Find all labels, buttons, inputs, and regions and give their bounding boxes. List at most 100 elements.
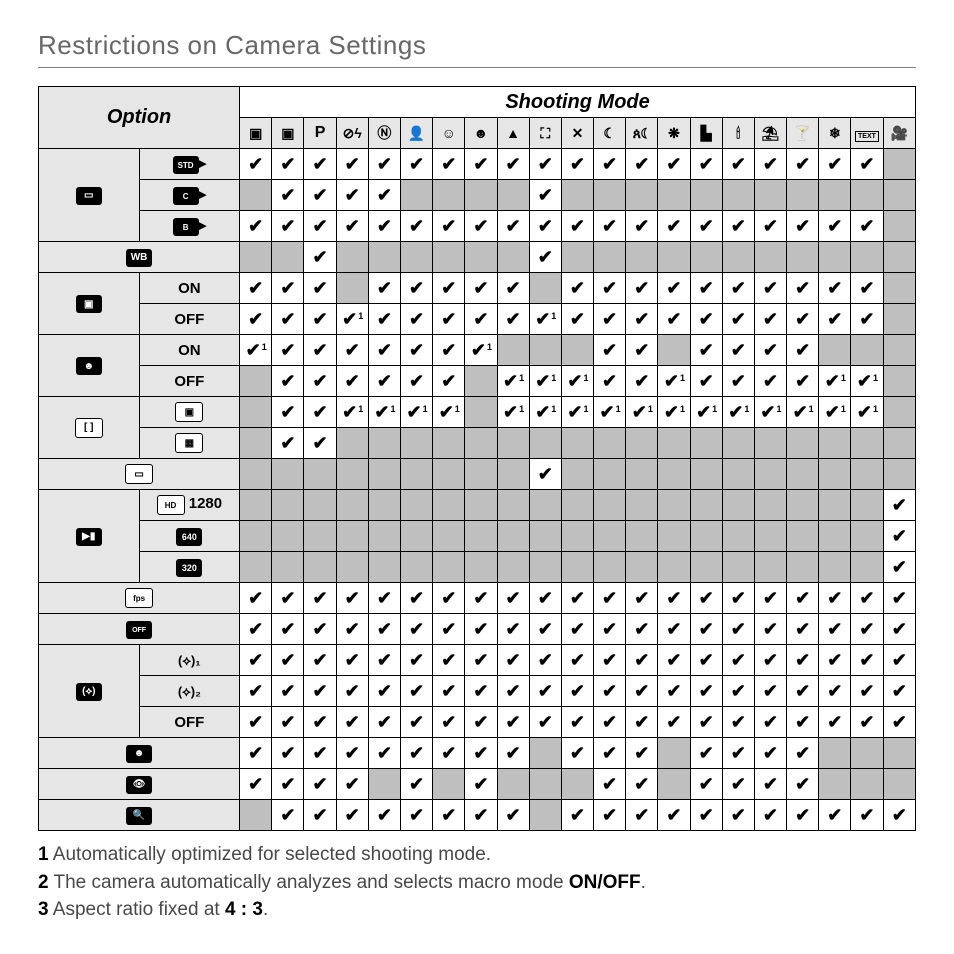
cell-check: ✔	[465, 769, 497, 800]
cell-na	[465, 490, 497, 521]
row-zoom-zoom: 🔍✔✔✔✔✔✔✔✔✔✔✔✔✔✔✔✔✔✔✔	[39, 800, 916, 831]
cell-check: ✔	[304, 676, 336, 707]
cell-check: ✔	[368, 738, 400, 769]
cell-check: ✔	[754, 211, 786, 242]
cell-na	[594, 490, 626, 521]
cell-na	[304, 459, 336, 490]
row-smile-smile: ☻✔✔✔✔✔✔✔✔✔✔✔✔✔✔✔✔	[39, 738, 916, 769]
cell-check: ✔	[465, 304, 497, 335]
cell-na	[722, 242, 754, 273]
cell-na	[465, 521, 497, 552]
cell-na	[787, 242, 819, 273]
cell-na	[787, 521, 819, 552]
cell-check: ✔	[304, 707, 336, 738]
cell-na	[819, 428, 851, 459]
cell-check: ✔	[368, 645, 400, 676]
cell-check-note1: ✔1	[336, 397, 368, 428]
cell-na	[658, 769, 690, 800]
cell-na	[272, 521, 304, 552]
cell-check: ✔	[851, 614, 883, 645]
sub-face-off: OFF	[139, 366, 240, 397]
cell-na	[561, 180, 593, 211]
cell-na	[883, 149, 915, 180]
cell-na	[240, 521, 272, 552]
cell-na	[433, 180, 465, 211]
cell-check: ✔	[272, 304, 304, 335]
cell-check: ✔	[304, 335, 336, 366]
cell-na	[336, 552, 368, 583]
row-movie-size-1280: ▶▮HD 1280✔	[39, 490, 916, 521]
cell-na	[754, 490, 786, 521]
cell-check: ✔	[336, 676, 368, 707]
cell-check: ✔	[561, 676, 593, 707]
mode-baby: ☺	[433, 118, 465, 149]
cell-check: ✔	[819, 614, 851, 645]
footnotes: 1 Automatically optimized for selected s…	[38, 841, 916, 924]
cell-na	[626, 180, 658, 211]
cell-na	[787, 180, 819, 211]
cell-na	[851, 335, 883, 366]
sub-movie-size-640: 640	[139, 521, 240, 552]
cell-check: ✔	[594, 304, 626, 335]
cell-check: ✔	[465, 614, 497, 645]
cell-na	[754, 521, 786, 552]
cell-na	[529, 428, 561, 459]
cell-check-note1: ✔1	[465, 335, 497, 366]
cell-na	[787, 552, 819, 583]
cell-check: ✔	[754, 707, 786, 738]
cell-check: ✔	[561, 738, 593, 769]
mode-party: 🍸	[787, 118, 819, 149]
cell-check: ✔	[272, 769, 304, 800]
cell-check: ✔	[561, 149, 593, 180]
cell-check: ✔	[626, 211, 658, 242]
cell-check-note1: ✔1	[754, 397, 786, 428]
cell-check: ✔	[883, 707, 915, 738]
cell-check: ✔	[240, 149, 272, 180]
cell-check: ✔	[754, 366, 786, 397]
cell-check: ✔	[787, 769, 819, 800]
cell-check: ✔	[433, 676, 465, 707]
cell-check: ✔	[658, 676, 690, 707]
sub-af-area-multi: ▦	[139, 428, 240, 459]
cell-na	[272, 242, 304, 273]
cell-check: ✔	[690, 738, 722, 769]
cell-na	[497, 459, 529, 490]
cell-check: ✔	[626, 149, 658, 180]
cell-check: ✔	[497, 738, 529, 769]
cell-check: ✔	[561, 645, 593, 676]
row-fps-fps: fps✔✔✔✔✔✔✔✔✔✔✔✔✔✔✔✔✔✔✔✔✔	[39, 583, 916, 614]
cell-check: ✔	[851, 273, 883, 304]
cell-na	[754, 242, 786, 273]
cell-na	[240, 800, 272, 831]
row-af-area-multi: ▦✔✔	[39, 428, 916, 459]
cell-check: ✔	[240, 304, 272, 335]
cell-na	[336, 459, 368, 490]
cell-check: ✔	[561, 614, 593, 645]
cell-check: ✔	[304, 769, 336, 800]
cell-na	[658, 428, 690, 459]
row-wb-wb: WB✔✔	[39, 242, 916, 273]
cell-check: ✔	[336, 335, 368, 366]
cell-check: ✔	[368, 676, 400, 707]
cell-check: ✔	[722, 614, 754, 645]
cell-check: ✔	[304, 428, 336, 459]
cell-check: ✔	[851, 645, 883, 676]
cell-na	[433, 242, 465, 273]
cell-check: ✔	[754, 800, 786, 831]
cell-check: ✔	[368, 304, 400, 335]
cell-na	[883, 273, 915, 304]
cell-na	[883, 304, 915, 335]
mode-mountain: ▲	[497, 118, 529, 149]
cell-check: ✔	[787, 335, 819, 366]
cell-check: ✔	[400, 645, 432, 676]
cell-check-note1: ✔1	[529, 304, 561, 335]
cell-na	[561, 552, 593, 583]
cell-check-note1: ✔1	[400, 397, 432, 428]
cell-check: ✔	[529, 149, 561, 180]
cell-na	[368, 459, 400, 490]
cell-na	[336, 490, 368, 521]
cell-check: ✔	[400, 211, 432, 242]
cell-na	[497, 428, 529, 459]
cell-na	[722, 459, 754, 490]
cell-na	[819, 521, 851, 552]
